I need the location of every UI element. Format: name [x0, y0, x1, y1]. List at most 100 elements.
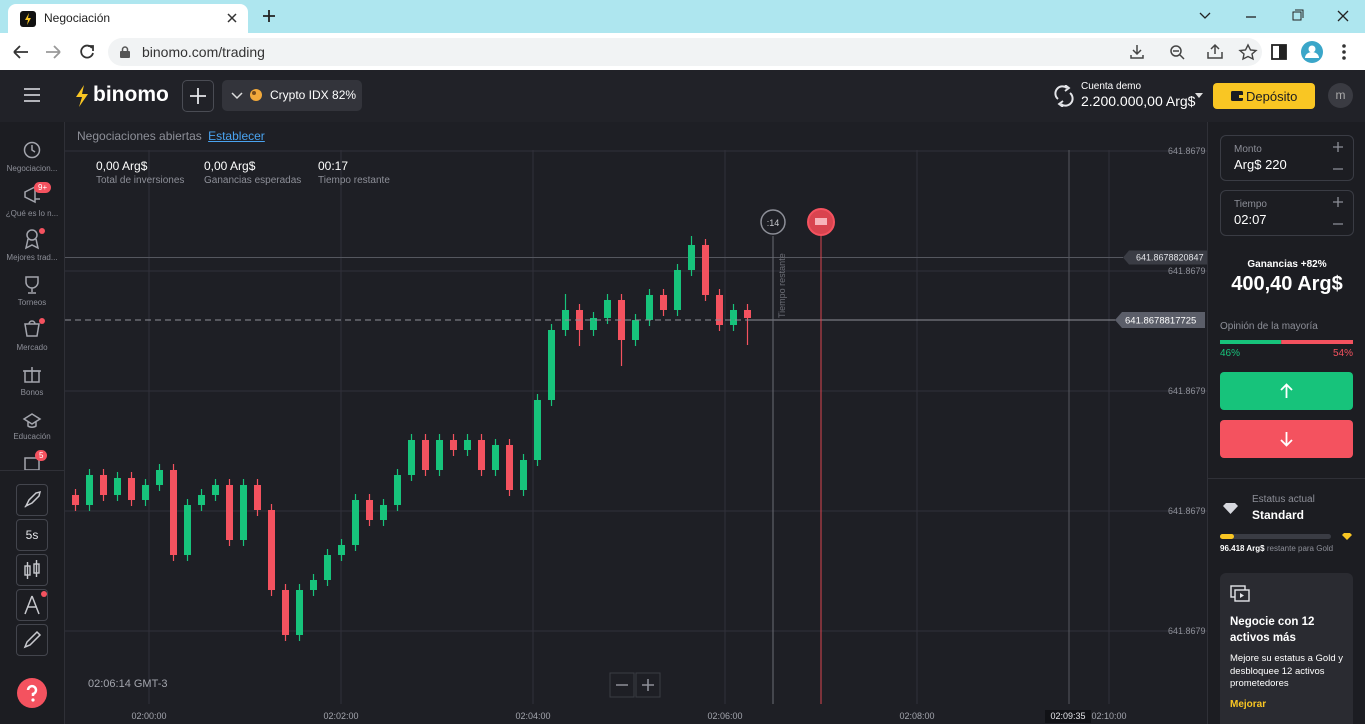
divider	[1208, 478, 1365, 479]
input-value: 02:07	[1234, 212, 1267, 227]
zoom-controls[interactable]	[609, 672, 661, 698]
opinion-bar	[1220, 340, 1353, 344]
trade-panel: Monto Arg$ 220 Tiempo 02:07 Ganancias +8…	[1207, 122, 1365, 724]
stepper[interactable]	[1331, 195, 1345, 231]
input-label: Tiempo	[1234, 199, 1267, 210]
remaining-value: 96.418 Arg$	[1220, 544, 1265, 553]
candle-body	[450, 440, 457, 450]
trades-bar: Negociaciones abiertas Establecer	[77, 129, 265, 143]
tool-button[interactable]	[16, 554, 48, 586]
asset-name: Crypto IDX 82%	[270, 88, 357, 102]
candle-body	[338, 545, 345, 555]
input-value: Arg$ 220	[1234, 157, 1287, 172]
promo-link[interactable]: Mejorar	[1230, 699, 1267, 710]
candle-body	[702, 245, 709, 295]
price-tag	[1115, 312, 1205, 328]
now-label: 02:09:35	[1050, 711, 1085, 721]
up-button[interactable]	[1220, 372, 1353, 410]
candle-body	[408, 440, 415, 475]
url-actions[interactable]	[1128, 43, 1258, 61]
candle-body	[646, 295, 653, 320]
asset-selector[interactable]: Crypto IDX 82%	[222, 80, 362, 111]
chart-background	[65, 122, 1207, 724]
chart: 641.8679 641.8679 641.8679 641.8679 641.8679…	[65, 122, 1207, 724]
balance-caret	[1195, 93, 1203, 98]
browser-tab[interactable]: Negociación	[8, 4, 248, 33]
level-tag	[1123, 250, 1207, 265]
candle-body	[464, 440, 471, 450]
amount-input[interactable]: Monto Arg$ 220	[1220, 135, 1354, 181]
candle-body	[254, 485, 261, 510]
stat-label: Ganancias esperadas	[204, 175, 302, 186]
nav-buttons[interactable]	[10, 41, 100, 63]
price-tag-label: 641.8678817725	[1125, 316, 1196, 327]
sidebar: Negociacion... ¿Qué es lo n... 9+ Mejore…	[0, 122, 65, 724]
x-tick-label: 02:08:00	[899, 711, 934, 721]
candle-body	[632, 320, 639, 340]
remaining-note: restante para Gold	[1266, 544, 1334, 553]
asset-icon	[250, 89, 262, 101]
candle-body	[268, 510, 275, 590]
tab-title: Negociación	[44, 11, 111, 25]
deposit-button[interactable]: Depósito	[1213, 83, 1315, 109]
tool-button[interactable]	[16, 589, 48, 621]
address-bar[interactable]: binomo.com/trading	[108, 38, 1262, 66]
help-button[interactable]	[16, 677, 48, 709]
profit-label: Ganancias +82%	[1247, 259, 1327, 270]
opinion-up-bar	[1220, 340, 1282, 344]
refresh-balance[interactable]	[1054, 85, 1074, 107]
candle-body	[520, 460, 527, 490]
profit-value: 400,40 Arg$	[1231, 273, 1343, 295]
add-chart-button[interactable]	[182, 80, 214, 112]
stat: 0,00 Arg$ Total de inversiones	[96, 159, 184, 186]
stat-value: 00:17	[318, 159, 349, 173]
menu-button[interactable]	[24, 88, 40, 102]
stat-value: 0,00 Arg$	[204, 159, 256, 173]
balance[interactable]: 2.200.000,00 Arg$	[1081, 93, 1196, 109]
candle-body	[660, 295, 667, 310]
nav-label[interactable]: Educación	[13, 432, 51, 441]
y-tick-label: 641.8679	[1168, 386, 1206, 396]
trades-link[interactable]: Establecer	[208, 129, 265, 143]
tab-close[interactable]	[226, 12, 238, 24]
candle-body	[394, 475, 401, 505]
status-level[interactable]: Standard	[1252, 508, 1305, 522]
browser-actions[interactable]	[1270, 40, 1360, 64]
stepper[interactable]	[1331, 140, 1345, 176]
candle-body	[170, 470, 177, 555]
opinion-down-bar	[1281, 340, 1353, 344]
nav-label[interactable]: ¿Qué es lo n...	[5, 209, 59, 218]
tool-button[interactable]	[16, 484, 48, 516]
rocket-icon	[24, 490, 42, 508]
nav-label[interactable]: Bonos	[20, 388, 44, 397]
plus-icon	[190, 88, 206, 104]
zoom-icons	[616, 679, 654, 691]
stat: 0,00 Arg$ Ganancias esperadas	[204, 159, 301, 186]
candle-body	[548, 330, 555, 400]
level-tag-label: 641.8678820847	[1136, 253, 1204, 263]
candle-body	[86, 475, 93, 505]
candle-body	[100, 475, 107, 495]
nav-label[interactable]: Mercado	[16, 343, 48, 352]
clock: 02:06:14 GMT-3	[88, 678, 168, 690]
x-tick-label: 02:04:00	[515, 711, 550, 721]
candle-body	[618, 300, 625, 340]
now-label-bg	[1045, 710, 1091, 723]
deposit-label: Depósito	[1246, 89, 1298, 104]
down-button[interactable]	[1220, 420, 1353, 458]
nav-label[interactable]: Mejores trad...	[6, 253, 58, 262]
window-controls[interactable]	[1195, 6, 1360, 26]
candle-body	[730, 310, 737, 325]
tool-button[interactable]	[16, 624, 48, 656]
time-input[interactable]: Tiempo 02:07	[1220, 190, 1354, 236]
new-tab[interactable]	[262, 9, 276, 23]
compass-icon	[24, 591, 47, 615]
sidebar-icons	[22, 141, 45, 471]
nav-label[interactable]: Torneos	[17, 298, 47, 307]
opinion-up: 46%	[1220, 348, 1241, 359]
avatar[interactable]: m	[1328, 83, 1353, 108]
nav-label[interactable]: Negociacion...	[6, 164, 58, 173]
stat-value: 0,00 Arg$	[96, 159, 148, 173]
candle-body	[310, 580, 317, 590]
timeframe-button[interactable]: 5s	[16, 519, 48, 551]
